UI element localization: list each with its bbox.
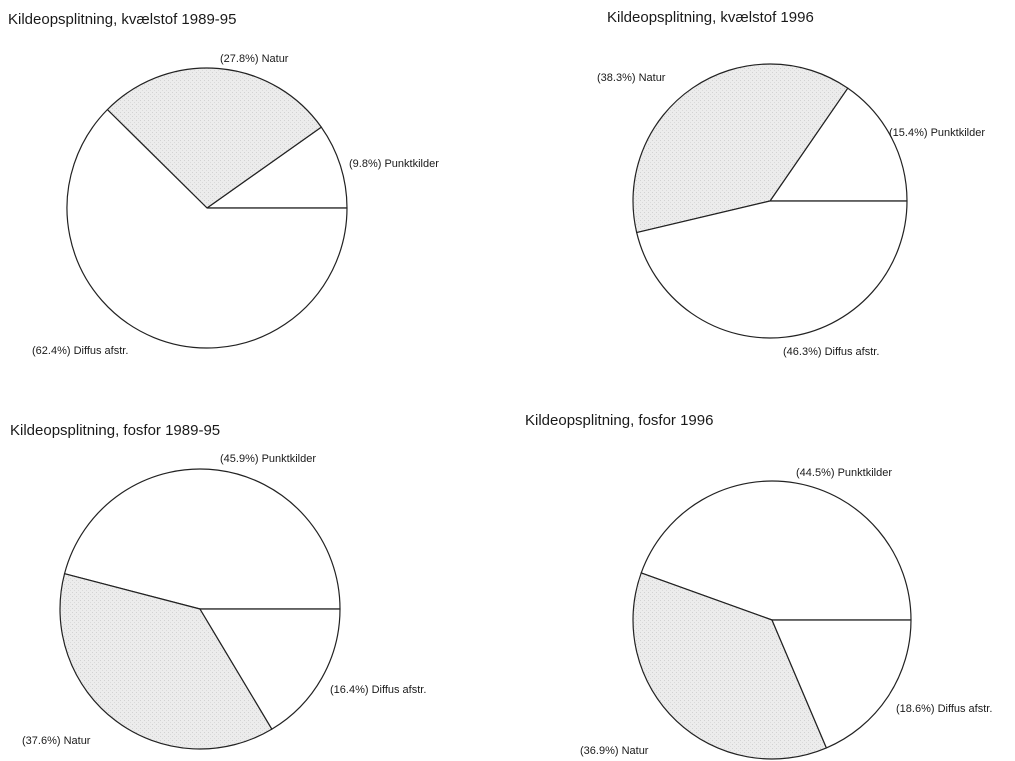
slice-label-punktkilder: (9.8%) Punktkilder <box>349 158 439 170</box>
chart-title: Kildeopsplitning, fosfor 1989-95 <box>10 422 221 439</box>
pie-slice-diffus-afstr <box>66 109 348 349</box>
pie-slice-diffus-afstr <box>199 608 341 730</box>
pie-panel-fosfor-1989-95: Kildeopsplitning, fosfor 1989-95 (45.9%)… <box>0 380 500 761</box>
chart-title: Kildeopsplitning, kvælstof 1989-95 <box>8 11 237 28</box>
chart-title: Kildeopsplitning, fosfor 1996 <box>525 412 714 429</box>
pie-slice-natur <box>632 572 827 760</box>
slice-label-diffus-afstr: (62.4%) Diffus afstr. <box>32 345 128 357</box>
pie-chart: (44.5%) Punktkilder (36.9%) Natur (18.6%) … <box>580 467 992 760</box>
slice-label-diffus-afstr: (16.4%) Diffus afstr. <box>330 684 426 696</box>
slice-label-diffus-afstr: (46.3%) Diffus afstr. <box>783 346 879 358</box>
pie-slice-natur <box>632 63 849 234</box>
slice-label-punktkilder: (44.5%) Punktkilder <box>796 467 892 479</box>
slice-label-natur: (38.3%) Natur <box>597 72 666 84</box>
slice-label-natur: (36.9%) Natur <box>580 745 649 757</box>
pie-panel-fosfor-1996: Kildeopsplitning, fosfor 1996 (44.5%) Pu… <box>500 380 1015 761</box>
slice-label-punktkilder: (45.9%) Punktkilder <box>220 453 316 465</box>
pie-chart: (15.4%) Punktkilder (38.3%) Natur (46.3%) … <box>597 63 985 358</box>
pie-slice-punktkilder <box>769 87 908 202</box>
pie-slice-punktkilder <box>640 480 912 621</box>
chart-title: Kildeopsplitning, kvælstof 1996 <box>607 9 814 26</box>
pie-slice-punktkilder <box>63 468 341 610</box>
slice-label-natur: (37.6%) Natur <box>22 735 91 747</box>
pie-chart: (9.8%) Punktkilder (27.8%) Natur (62.4%) D… <box>32 53 439 357</box>
pie-slice-natur <box>106 67 322 209</box>
pie-slice-diffus-afstr <box>636 200 908 339</box>
slice-label-natur: (27.8%) Natur <box>220 53 289 65</box>
pie-slice-natur <box>59 573 273 750</box>
pie-chart: (45.9%) Punktkilder (37.6%) Natur (16.4%) … <box>22 453 426 750</box>
pie-panel-kvaelstof-1989-95: Kildeopsplitning, kvælstof 1989-95 (9.8%… <box>0 0 500 380</box>
slice-label-diffus-afstr: (18.6%) Diffus afstr. <box>896 703 992 715</box>
pie-slice-diffus-afstr <box>771 619 912 749</box>
pie-panel-kvaelstof-1996: Kildeopsplitning, kvælstof 1996 (15.4%) … <box>500 0 1015 380</box>
pie-slice-punktkilder <box>206 126 348 209</box>
slice-label-punktkilder: (15.4%) Punktkilder <box>889 127 985 139</box>
